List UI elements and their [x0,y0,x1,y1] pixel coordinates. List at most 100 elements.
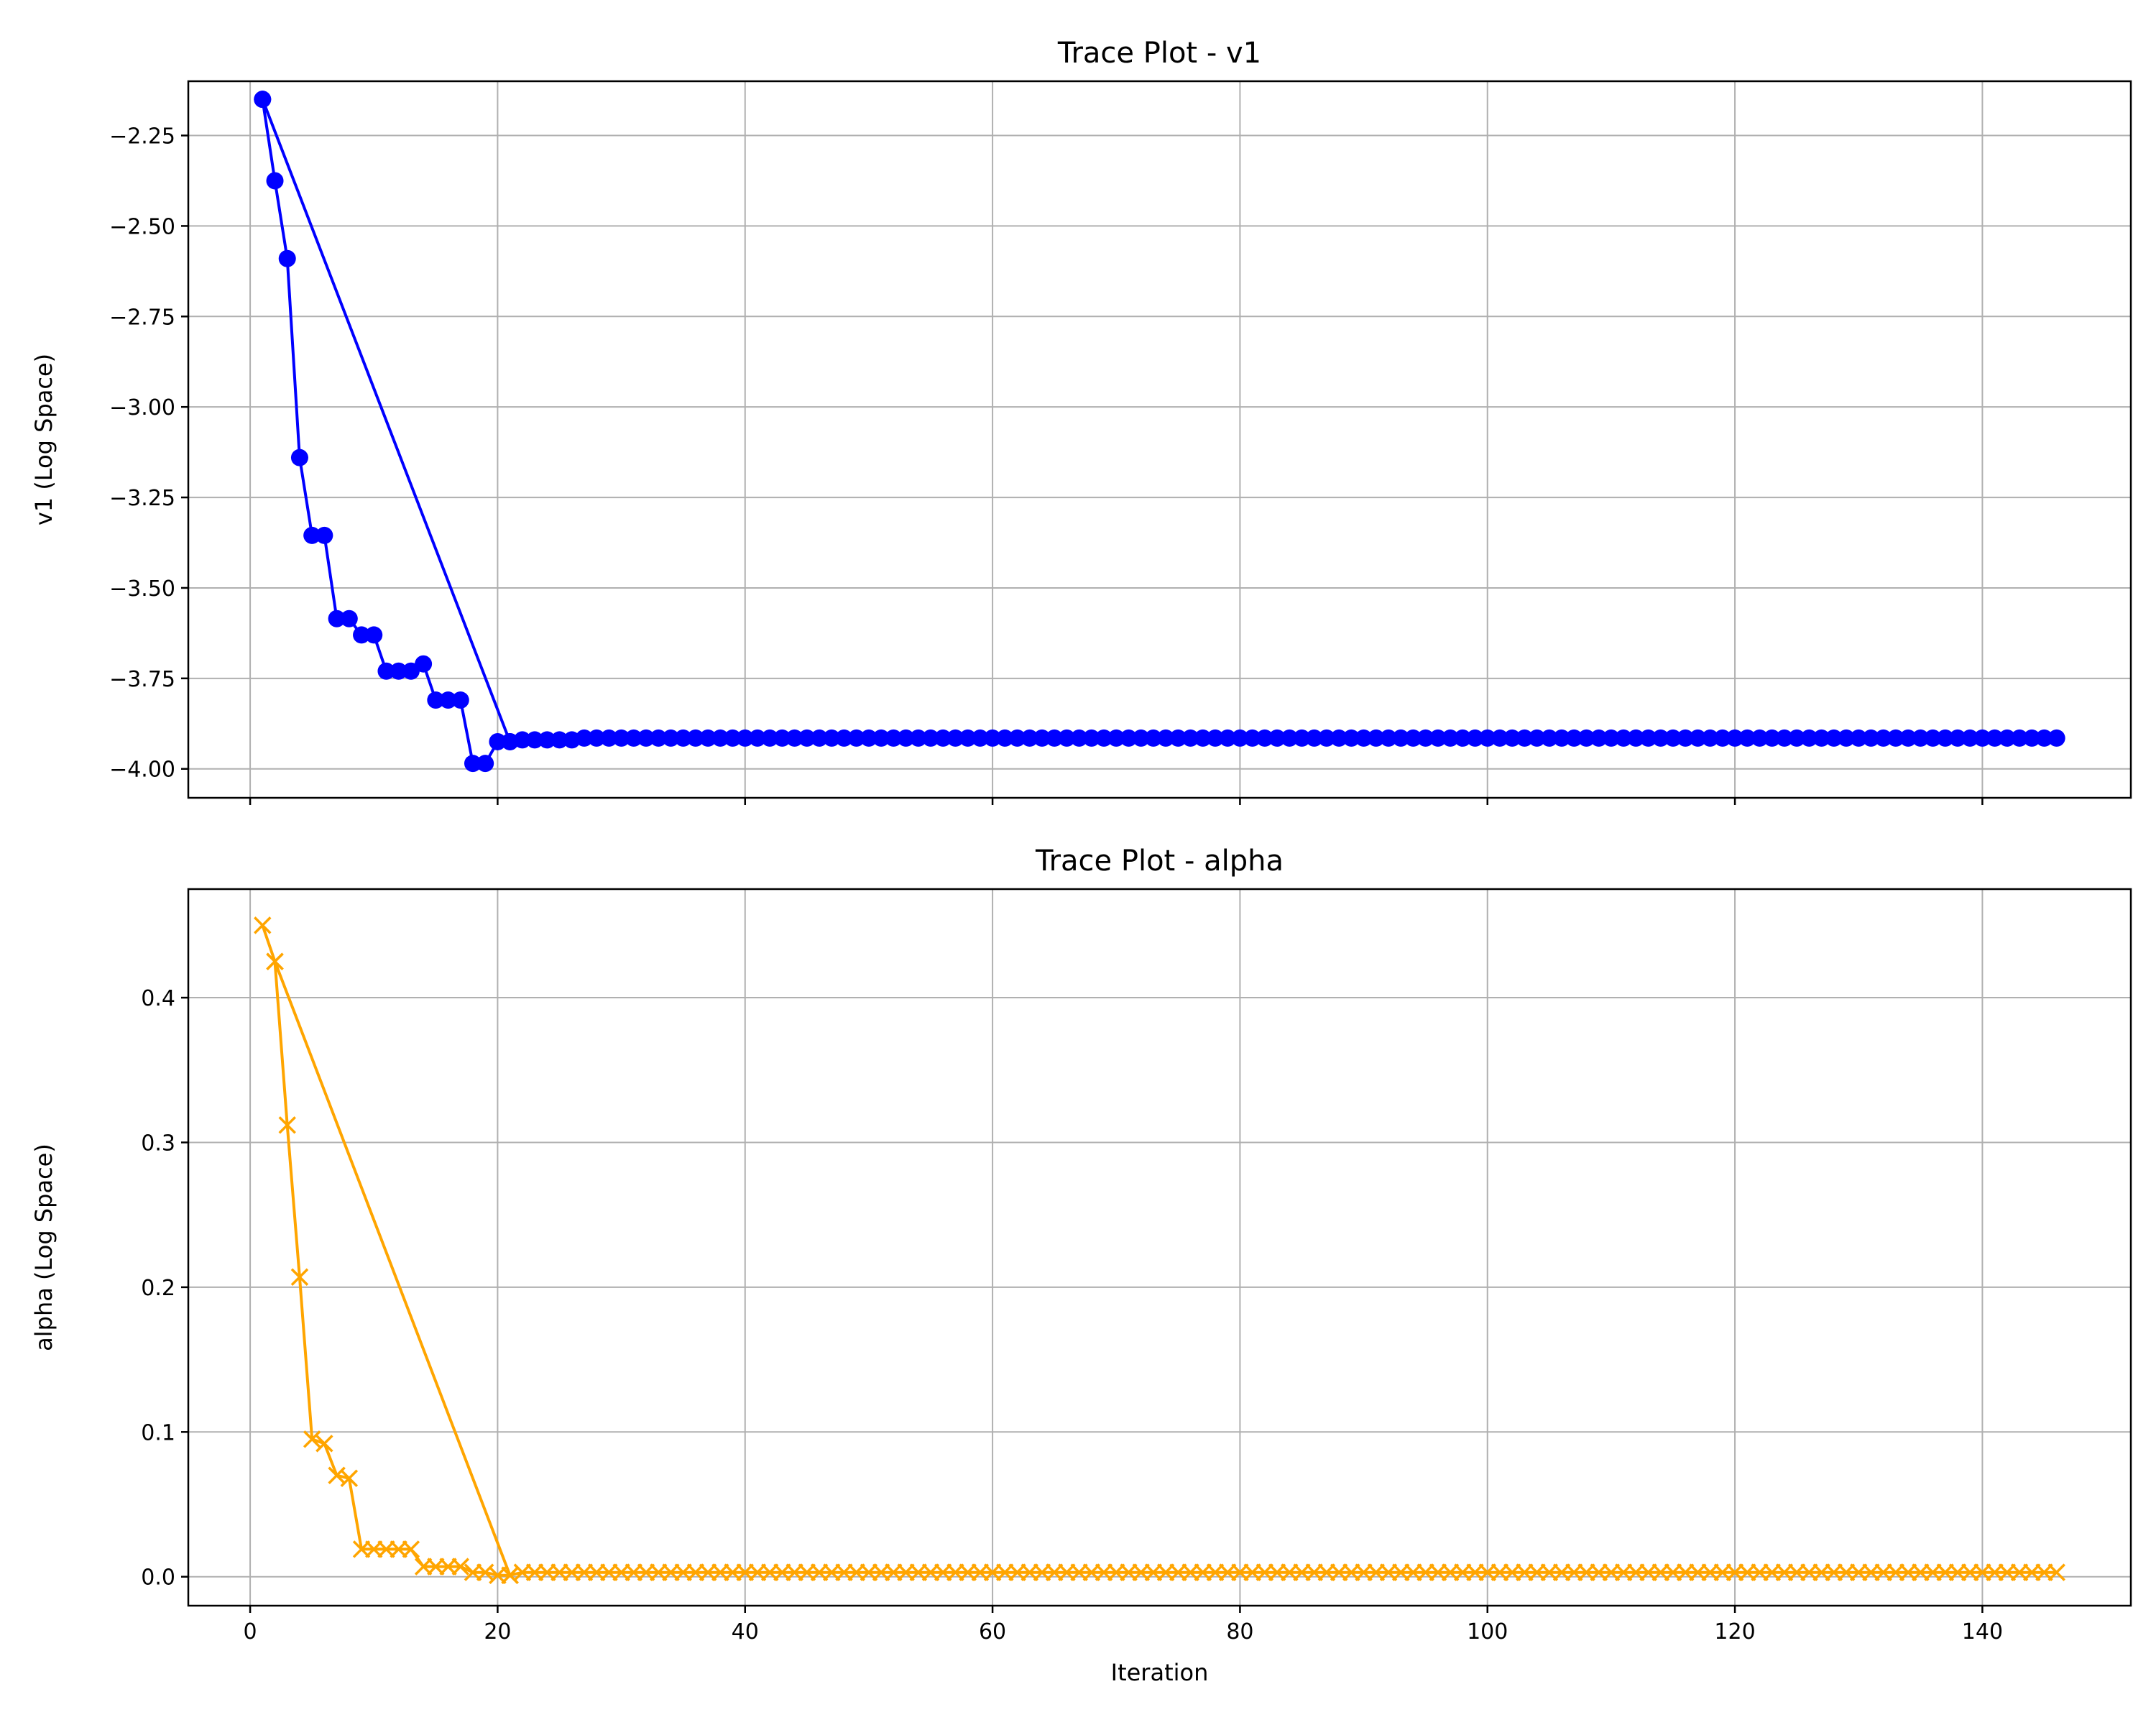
v1-data-point [612,729,630,747]
v1-data-point [600,729,618,747]
alpha-data-point [1886,1563,1905,1581]
alpha-data-point [1379,1563,1398,1581]
alpha-data-point [1627,1563,1645,1581]
alpha-y-tick-label: 0.0 [141,1565,175,1591]
alpha-data-point [600,1563,618,1581]
v1-data-point [365,626,383,644]
v1-data-point [921,729,939,747]
v1-data-point [476,755,494,773]
alpha-data-point [1033,1563,1051,1581]
alpha-data-point [439,1558,457,1576]
v1-data-point [1615,729,1633,747]
v1-data-point [1812,729,1830,747]
alpha-data-point [575,1563,594,1581]
v1-data-point [2011,729,2029,747]
alpha-data-point [798,1563,816,1581]
v1-data-point [1491,729,1508,747]
alpha-plot-title: Trace Plot - alpha [1035,845,1284,878]
v1-data-point [588,729,606,747]
alpha-data-point [352,1540,371,1558]
alpha-data-point [587,1563,606,1581]
alpha-data-point [1812,1563,1830,1581]
v1-data-point [1751,729,1769,747]
v1-data-point [748,729,766,747]
alpha-data-point [649,1563,668,1581]
v1-data-point [427,691,445,709]
alpha-data-point [1120,1563,1138,1581]
alpha-data-point [1021,1563,1038,1581]
v1-data-point [1021,729,1038,747]
v1-data-point [1986,729,2004,747]
v1-data-point [1874,729,1892,747]
v1-data-point [773,729,791,747]
alpha-data-point [921,1563,940,1581]
v1-data-point [1701,729,1719,747]
v1-y-tick-label: −2.50 [109,214,175,239]
alpha-data-point [946,1563,964,1581]
v1-data-point [353,626,371,644]
alpha-data-point [1664,1563,1682,1581]
alpha-data-point [1243,1563,1261,1581]
alpha-data-point [340,1469,359,1487]
alpha-data-point [1503,1563,1521,1581]
v1-data-point [1948,729,1966,747]
v1-data-point [1095,729,1113,747]
alpha-data-point [897,1563,915,1581]
alpha-data-point [724,1563,742,1581]
alpha-data-point [1305,1563,1323,1581]
v1-data-point [686,729,704,747]
alpha-data-point [489,1566,507,1584]
v1-data-point [1466,729,1484,747]
alpha-data-point [847,1563,865,1581]
v1-data-point [1639,729,1657,747]
alpha-data-point [1973,1563,1991,1581]
alpha-data-point [983,1563,1002,1581]
alpha-data-point [1317,1563,1336,1581]
v1-data-point [1231,729,1249,747]
v1-data-point [575,729,593,747]
v1-data-point [278,249,296,267]
v1-data-point [1330,729,1348,747]
alpha-data-point [1602,1563,1621,1581]
v1-data-point [1293,729,1311,747]
v1-data-point [1206,729,1224,747]
v1-data-point [1651,729,1669,747]
v1-data-point [1454,729,1472,747]
alpha-data-point [1367,1563,1386,1581]
alpha-data-point [1961,1563,1979,1581]
alpha-x-tick-label: 0 [244,1619,257,1644]
v1-data-point [439,691,457,709]
v1-data-point [662,729,680,747]
v1-data-point [1181,729,1199,747]
v1-data-point [1838,729,1856,747]
alpha-series-line [261,924,2057,1577]
v1-data-point [1342,729,1360,747]
alpha-data-point [427,1558,445,1576]
v1-data-point [847,729,865,747]
v1-data-point [971,729,989,747]
alpha-data-point [1639,1563,1657,1581]
v1-data-point [1936,729,1954,747]
v1-data-point [1590,729,1608,747]
v1-data-point [464,755,482,773]
v1-data-point [538,731,556,749]
v1-data-point [1912,729,1930,747]
v1-data-point [1998,729,2016,747]
v1-plot-frame [187,80,2132,799]
v1-data-point [1367,729,1385,747]
v1-series-line [261,98,2057,765]
alpha-x-tick-label: 100 [1467,1619,1508,1644]
v1-y-tick-label: −3.50 [109,576,175,602]
v1-data-point [340,610,358,627]
v1-data-point [909,729,927,747]
alpha-data-point [538,1563,556,1581]
alpha-y-tick-label: 0.4 [141,986,175,1011]
v1-data-point [1305,729,1323,747]
alpha-data-point [1416,1563,1434,1581]
alpha-data-point [1924,1563,1942,1581]
v1-y-tick-label: −2.75 [109,305,175,330]
v1-data-point [1070,729,1088,747]
v1-data-point [724,729,742,747]
v1-data-point [1973,729,1991,747]
v1-data-point [1677,729,1695,747]
